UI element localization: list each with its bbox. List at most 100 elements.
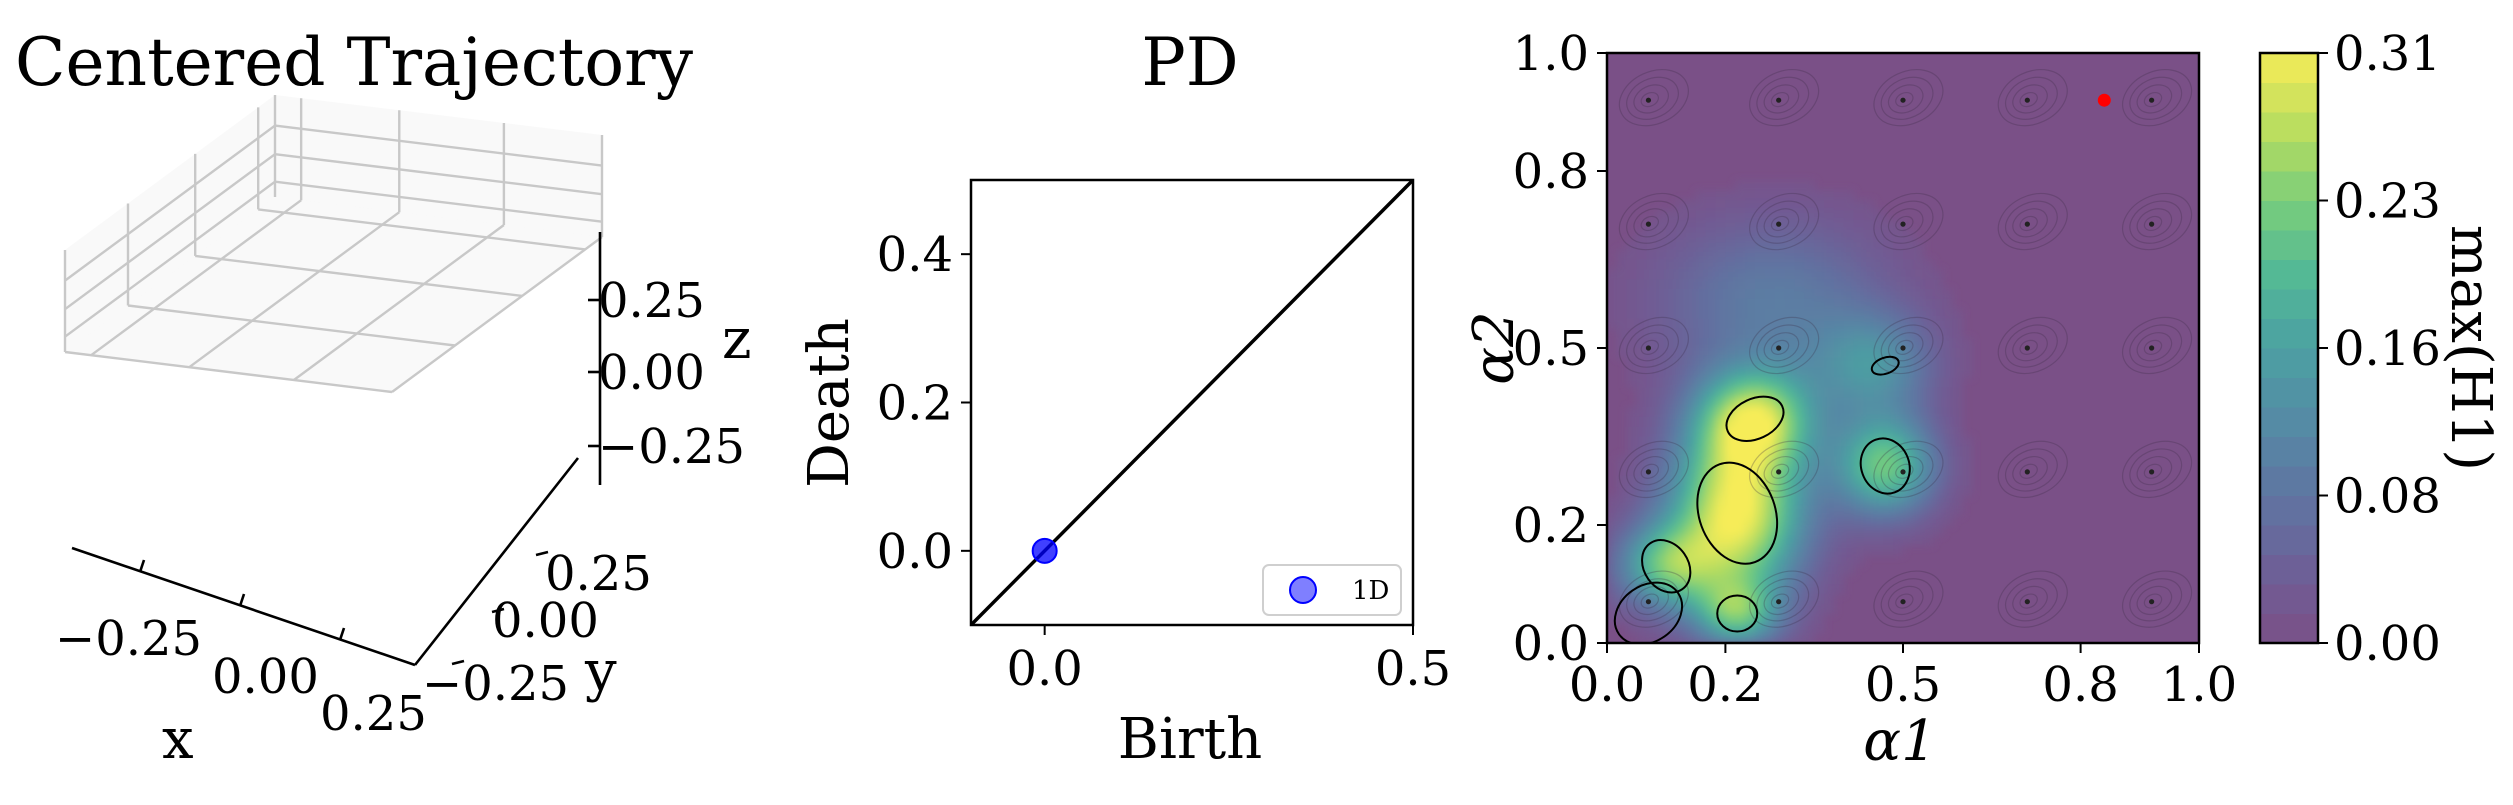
heatmap-cell xyxy=(1814,348,1825,359)
contour-ring xyxy=(2019,91,2038,108)
heatmap-cell xyxy=(1784,554,1796,565)
heatmap-cell xyxy=(1784,515,1796,526)
heatmap-cell xyxy=(1863,289,1874,300)
heatmap-cell xyxy=(1893,328,1904,339)
heatmap-cell xyxy=(1626,515,1638,526)
heatmap-cell xyxy=(1824,318,1835,329)
heatmap-cell xyxy=(1656,367,1667,379)
contour-ring xyxy=(1749,316,1820,375)
heatmap-cell xyxy=(1883,220,1894,231)
heatmap-cell xyxy=(1656,426,1667,438)
heatmap-cell xyxy=(1607,564,1618,575)
heatmap-cell xyxy=(1636,328,1648,339)
heatmap-cell xyxy=(1685,456,1697,467)
heatmap-cell xyxy=(1794,525,1805,536)
heatmap-cell xyxy=(1824,269,1835,280)
heatmap-cell xyxy=(1794,623,1805,634)
heatmap-cell xyxy=(1942,397,1953,408)
heatmap-cell xyxy=(1804,407,1815,418)
heatmap-cell xyxy=(1774,269,1786,280)
heatmap-cell xyxy=(1755,466,1766,477)
heatmap-cell xyxy=(1705,210,1717,221)
heatmap-cell xyxy=(1616,544,1628,556)
heatmap-cell xyxy=(1676,426,1687,438)
heatmap-cell xyxy=(1705,416,1717,428)
contour-ring xyxy=(1997,440,2068,499)
heatmap-cell xyxy=(1804,269,1815,280)
heatmap-cell xyxy=(1843,456,1855,467)
heatmap-cell xyxy=(1843,230,1855,241)
heatmap-cell xyxy=(1636,544,1648,556)
heatmap-cell xyxy=(1676,289,1687,300)
heatmap-cell xyxy=(1843,534,1855,546)
heatmap-cell xyxy=(1695,505,1707,516)
heatmap-cell xyxy=(1893,220,1904,231)
heatmap-cell xyxy=(1745,200,1756,211)
heatmap-cell xyxy=(1656,279,1667,290)
heatmap-cell xyxy=(1794,544,1805,556)
heatmap-cell xyxy=(1804,603,1815,615)
heatmap-cell xyxy=(1824,603,1835,615)
heatmap-cell xyxy=(1646,259,1657,270)
heatmap-cell xyxy=(1843,544,1855,556)
heatmap-cell xyxy=(1676,407,1687,418)
heatmap-cell xyxy=(1883,357,1894,369)
heatmap-cell xyxy=(1666,534,1677,546)
heatmap-cell xyxy=(1646,230,1657,241)
heatmap-cell xyxy=(1735,495,1746,506)
heatmap-cell xyxy=(1804,357,1815,369)
heatmap-cell xyxy=(1685,603,1697,615)
heatmap-cell xyxy=(1873,534,1884,546)
heatmap-cell xyxy=(1794,269,1805,280)
heatmap-cell xyxy=(1685,259,1697,270)
heatmap-cell xyxy=(1764,289,1776,300)
heatmap-cell xyxy=(1705,407,1717,418)
heatmap-cell xyxy=(1863,456,1874,467)
heatmap-cell xyxy=(1903,534,1914,546)
heatmap-cell xyxy=(1755,289,1766,300)
heatmap-cell xyxy=(1755,239,1766,251)
heatmap-cell xyxy=(1656,269,1667,280)
heatmap-cell xyxy=(1705,220,1717,231)
heatmap-cell xyxy=(1962,367,1973,379)
pd-legend: 1D xyxy=(1262,564,1402,616)
heatmap-cell xyxy=(1607,574,1618,585)
heatmap-cell xyxy=(1695,348,1707,359)
heatmap-cell xyxy=(1705,554,1717,565)
colorbar-band xyxy=(2260,407,2318,437)
heatmap-cell xyxy=(1853,416,1865,428)
heatmap-cell xyxy=(1715,495,1726,506)
heatmap-cell xyxy=(1833,190,1845,202)
heatmap-cell xyxy=(1883,308,1894,320)
heatmap-cell xyxy=(1676,525,1687,536)
heatmap-cell xyxy=(1922,279,1934,290)
heatmap-cell xyxy=(1824,230,1835,241)
heatmap-cell xyxy=(1705,613,1717,624)
contour-ring xyxy=(1763,332,1800,362)
heatmap-cell xyxy=(1705,623,1717,634)
heatmap-cell xyxy=(1922,525,1934,536)
heatmap-cell xyxy=(1784,397,1796,408)
heatmap-cell xyxy=(1705,249,1717,261)
contour-center xyxy=(2149,599,2155,605)
heatmap-cell xyxy=(1853,338,1865,349)
heatmap-cell xyxy=(1814,416,1825,428)
heatmap-cell xyxy=(1745,544,1756,556)
colorbar-band xyxy=(2260,200,2318,231)
contour-center xyxy=(2149,221,2155,227)
heatmap-cell xyxy=(1833,338,1845,349)
heatmap-cell xyxy=(1636,466,1648,477)
heatmap-cell xyxy=(1774,180,1786,192)
heatmap-cell xyxy=(1824,220,1835,231)
heatmap-cell xyxy=(1833,446,1845,457)
heatmap-cell xyxy=(1912,308,1924,320)
heatmap-cell xyxy=(1873,210,1884,221)
heatmap-cell xyxy=(1824,387,1835,398)
heatmap-cell xyxy=(1873,239,1884,251)
heatmap-cell xyxy=(1863,426,1874,438)
heatmap-cell xyxy=(1715,623,1726,634)
contour-ring xyxy=(1756,76,1810,120)
heatmap-cell xyxy=(1833,259,1845,270)
heatmap-cell xyxy=(1922,328,1934,339)
heatmap-cell xyxy=(1903,269,1914,280)
